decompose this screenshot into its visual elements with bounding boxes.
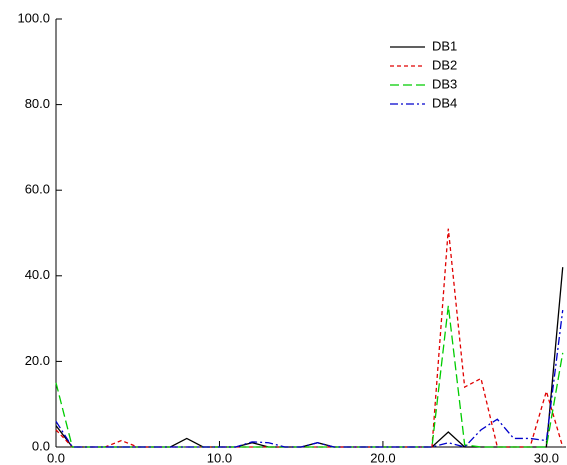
y-tick-label: 80.0 [25,96,50,111]
y-tick-label: 20.0 [25,353,50,368]
legend-label: DB4 [432,95,457,110]
legend-label: DB2 [432,57,457,72]
legend-label: DB3 [432,76,457,91]
data-line [55,309,564,448]
y-tick-label: 0.0 [32,438,50,453]
data-line [55,228,564,448]
x-tick-label: 0.0 [47,450,65,465]
x-tick-label: 20.0 [370,450,395,465]
data-line [55,267,564,448]
y-tick-label: 100.0 [17,10,50,25]
x-tick-label: 10.0 [207,450,232,465]
y-tick-label: 40.0 [25,267,50,282]
y-tick-label: 60.0 [25,182,50,197]
legend-label: DB1 [432,38,457,53]
data-line [55,305,564,448]
x-tick-label: 30.0 [534,450,559,465]
